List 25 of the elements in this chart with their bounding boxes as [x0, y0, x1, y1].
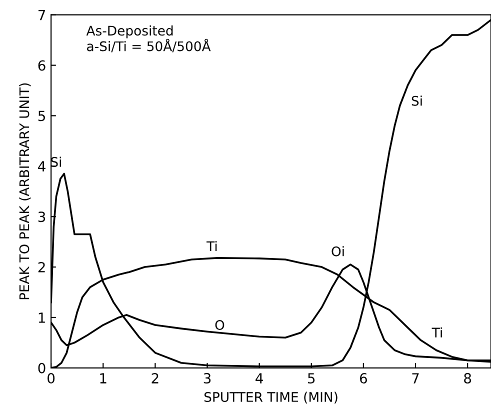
y-tick-label: 2: [38, 262, 45, 272]
annotation: Oi: [332, 246, 344, 256]
annotation: As-Deposited a-Si/Ti = 50Å/500Å: [86, 25, 211, 52]
x-tick-label: 6: [360, 373, 367, 384]
y-tick-label: 6: [38, 60, 46, 71]
y-tick-label: 3: [38, 212, 46, 222]
x-tick-label: 7: [412, 373, 419, 384]
x-tick-label: 8: [464, 373, 472, 384]
x-tick-label: 2: [152, 373, 158, 384]
annotation: Si: [412, 96, 422, 106]
y-tick-label: 7: [38, 10, 46, 20]
annotation: O: [215, 320, 224, 330]
y-axis-title: PEAK TO PEAK (ARBITRARY UNIT): [19, 83, 31, 300]
y-tick-label: 0: [38, 362, 46, 374]
y-tick-label: 4: [38, 161, 46, 172]
x-tick-label: 1: [100, 373, 106, 384]
x-tick-label: 3: [204, 373, 211, 384]
x-tick-label: 0: [48, 373, 55, 384]
annotation: Ti: [432, 327, 442, 338]
annotation: Ti: [206, 240, 217, 252]
y-tick-label: 1: [38, 312, 45, 323]
x-tick-label: 5: [308, 373, 315, 384]
x-axis-title: SPUTTER TIME (MIN): [204, 392, 338, 404]
x-tick-label: 4: [256, 373, 263, 384]
y-tick-label: 5: [38, 110, 45, 122]
